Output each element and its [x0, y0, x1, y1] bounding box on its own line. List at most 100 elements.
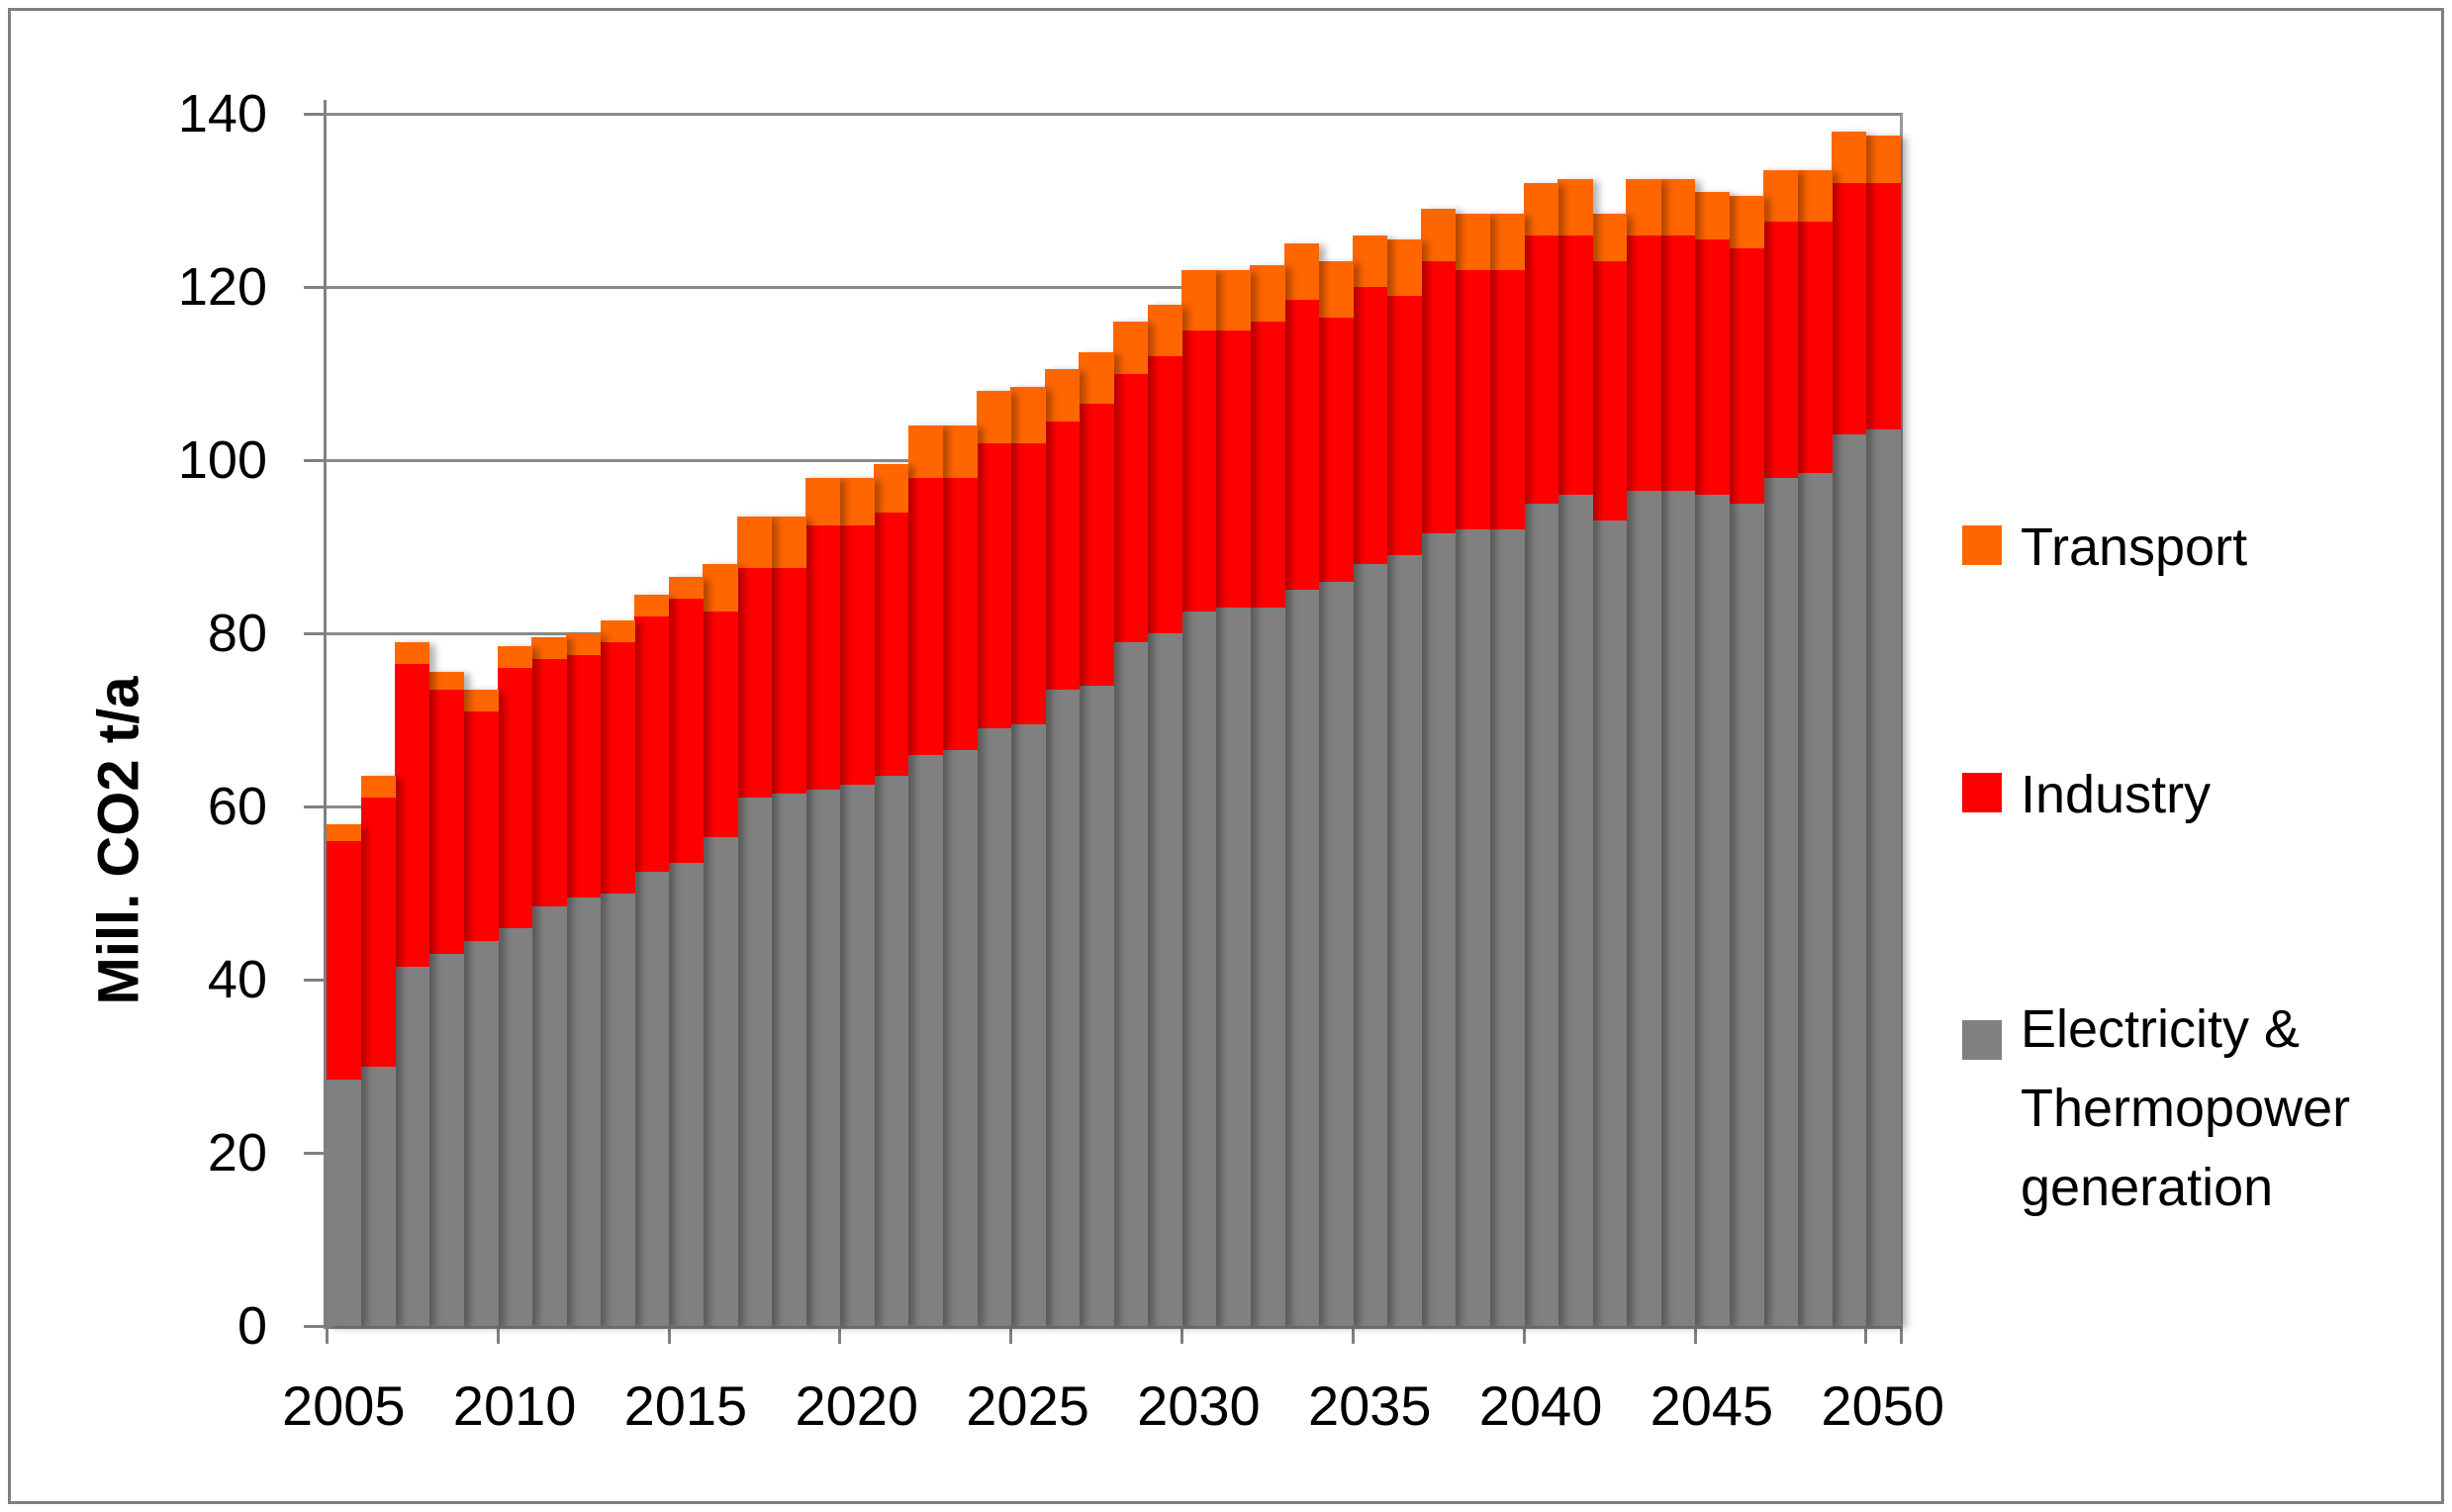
- segment-electricity-2041: [1557, 495, 1593, 1326]
- segment-electricity-2027: [1079, 685, 1114, 1326]
- segment-electricity-2043: [1626, 490, 1661, 1326]
- segment-industry-2017: [736, 568, 773, 799]
- segment-electricity-2023: [942, 750, 978, 1326]
- segment-transport-2049: [1831, 131, 1867, 183]
- segment-transport-2029: [1147, 304, 1182, 356]
- segment-electricity-2011: [531, 905, 567, 1326]
- bar-2012: [565, 633, 602, 1326]
- segment-industry-2039: [1489, 269, 1525, 529]
- segment-industry-2050: [1865, 183, 1901, 430]
- bar-2028: [1113, 322, 1149, 1326]
- segment-transport-2028: [1113, 322, 1149, 374]
- x-tick-9: [1864, 1326, 1868, 1344]
- x-tick-0: [326, 1326, 329, 1344]
- segment-electricity-2033: [1283, 590, 1320, 1326]
- bar-2048: [1797, 169, 1833, 1326]
- bar-2021: [874, 464, 909, 1326]
- segment-industry-2038: [1455, 269, 1490, 529]
- segment-transport-2012: [565, 633, 602, 655]
- bar-2036: [1386, 238, 1422, 1326]
- x-tick-label-2045: 2045: [1650, 1374, 1774, 1437]
- y-tick-label-80: 80: [207, 604, 267, 663]
- segment-transport-2034: [1318, 260, 1354, 318]
- segment-electricity-2013: [600, 893, 635, 1326]
- segment-electricity-2035: [1352, 564, 1388, 1326]
- segment-industry-2018: [771, 568, 806, 794]
- segment-transport-2017: [736, 516, 773, 569]
- x-tick-label-2005: 2005: [281, 1374, 406, 1437]
- segment-industry-2023: [942, 477, 978, 751]
- segment-transport-2005: [327, 823, 362, 841]
- x-tick-label-2035: 2035: [1307, 1374, 1432, 1437]
- bar-2035: [1352, 235, 1388, 1326]
- segment-electricity-2034: [1318, 581, 1354, 1326]
- segment-electricity-2012: [565, 897, 602, 1326]
- segment-industry-2020: [839, 524, 875, 786]
- bar-2038: [1455, 213, 1490, 1326]
- segment-electricity-2044: [1660, 490, 1696, 1326]
- segment-transport-2021: [874, 464, 909, 513]
- bar-2024: [976, 391, 1012, 1326]
- segment-transport-2046: [1729, 196, 1764, 248]
- segment-transport-2013: [600, 619, 635, 642]
- bar-2033: [1283, 243, 1320, 1326]
- segment-transport-2048: [1797, 169, 1833, 223]
- segment-transport-2009: [463, 689, 499, 711]
- segment-industry-2032: [1250, 322, 1285, 608]
- legend-swatch-industry: [1962, 773, 2002, 812]
- y-axis-title: Mill. CO2 t/a: [86, 676, 151, 1005]
- bar-2013: [600, 619, 635, 1326]
- y-tick-60: [304, 805, 324, 808]
- segment-electricity-2046: [1729, 503, 1764, 1326]
- bar-2006: [360, 776, 396, 1326]
- segment-transport-2011: [531, 637, 567, 660]
- y-tick-100: [304, 459, 324, 462]
- segment-electricity-2017: [736, 798, 773, 1326]
- y-tick-20: [304, 1152, 324, 1155]
- x-tick-8: [1693, 1326, 1697, 1344]
- segment-transport-2045: [1694, 191, 1730, 239]
- segment-transport-2026: [1044, 369, 1081, 422]
- segment-transport-2016: [703, 564, 738, 613]
- x-tick-3: [838, 1326, 842, 1344]
- segment-electricity-2008: [428, 953, 465, 1326]
- x-axis-line: [324, 1326, 1903, 1329]
- segment-industry-2029: [1147, 356, 1182, 633]
- segment-electricity-2036: [1386, 555, 1422, 1326]
- segment-transport-2032: [1250, 265, 1285, 322]
- bar-2005: [327, 823, 362, 1326]
- y-tick-label-0: 0: [236, 1296, 267, 1356]
- bar-2017: [736, 516, 773, 1326]
- x-tick-end: [1900, 1326, 1903, 1344]
- segment-industry-2028: [1113, 373, 1149, 642]
- segment-industry-2040: [1523, 235, 1559, 504]
- segment-industry-2034: [1318, 317, 1354, 582]
- segment-electricity-2019: [804, 789, 841, 1326]
- segment-transport-2010: [497, 646, 533, 668]
- segment-transport-2007: [395, 641, 430, 664]
- segment-electricity-2050: [1865, 429, 1901, 1326]
- segment-industry-2043: [1626, 235, 1661, 491]
- segment-industry-2025: [1010, 442, 1046, 724]
- y-tick-80: [304, 632, 324, 635]
- segment-transport-2042: [1591, 213, 1628, 261]
- bar-2045: [1694, 191, 1730, 1326]
- bar-2014: [634, 594, 670, 1326]
- segment-electricity-2039: [1489, 529, 1525, 1326]
- y-tick-label-20: 20: [207, 1123, 267, 1182]
- segment-transport-2031: [1215, 269, 1252, 331]
- segment-electricity-2037: [1421, 533, 1457, 1326]
- segment-industry-2024: [976, 442, 1012, 729]
- segment-transport-2050: [1865, 135, 1901, 183]
- bar-2015: [668, 577, 704, 1326]
- segment-industry-2027: [1079, 404, 1114, 686]
- y-tick-label-120: 120: [177, 257, 267, 317]
- bar-2044: [1660, 178, 1696, 1326]
- segment-electricity-2030: [1181, 612, 1217, 1326]
- segment-industry-2021: [874, 512, 909, 777]
- segment-industry-2045: [1694, 238, 1730, 495]
- bar-2046: [1729, 196, 1764, 1326]
- segment-transport-2041: [1557, 178, 1593, 236]
- segment-electricity-2049: [1831, 433, 1867, 1326]
